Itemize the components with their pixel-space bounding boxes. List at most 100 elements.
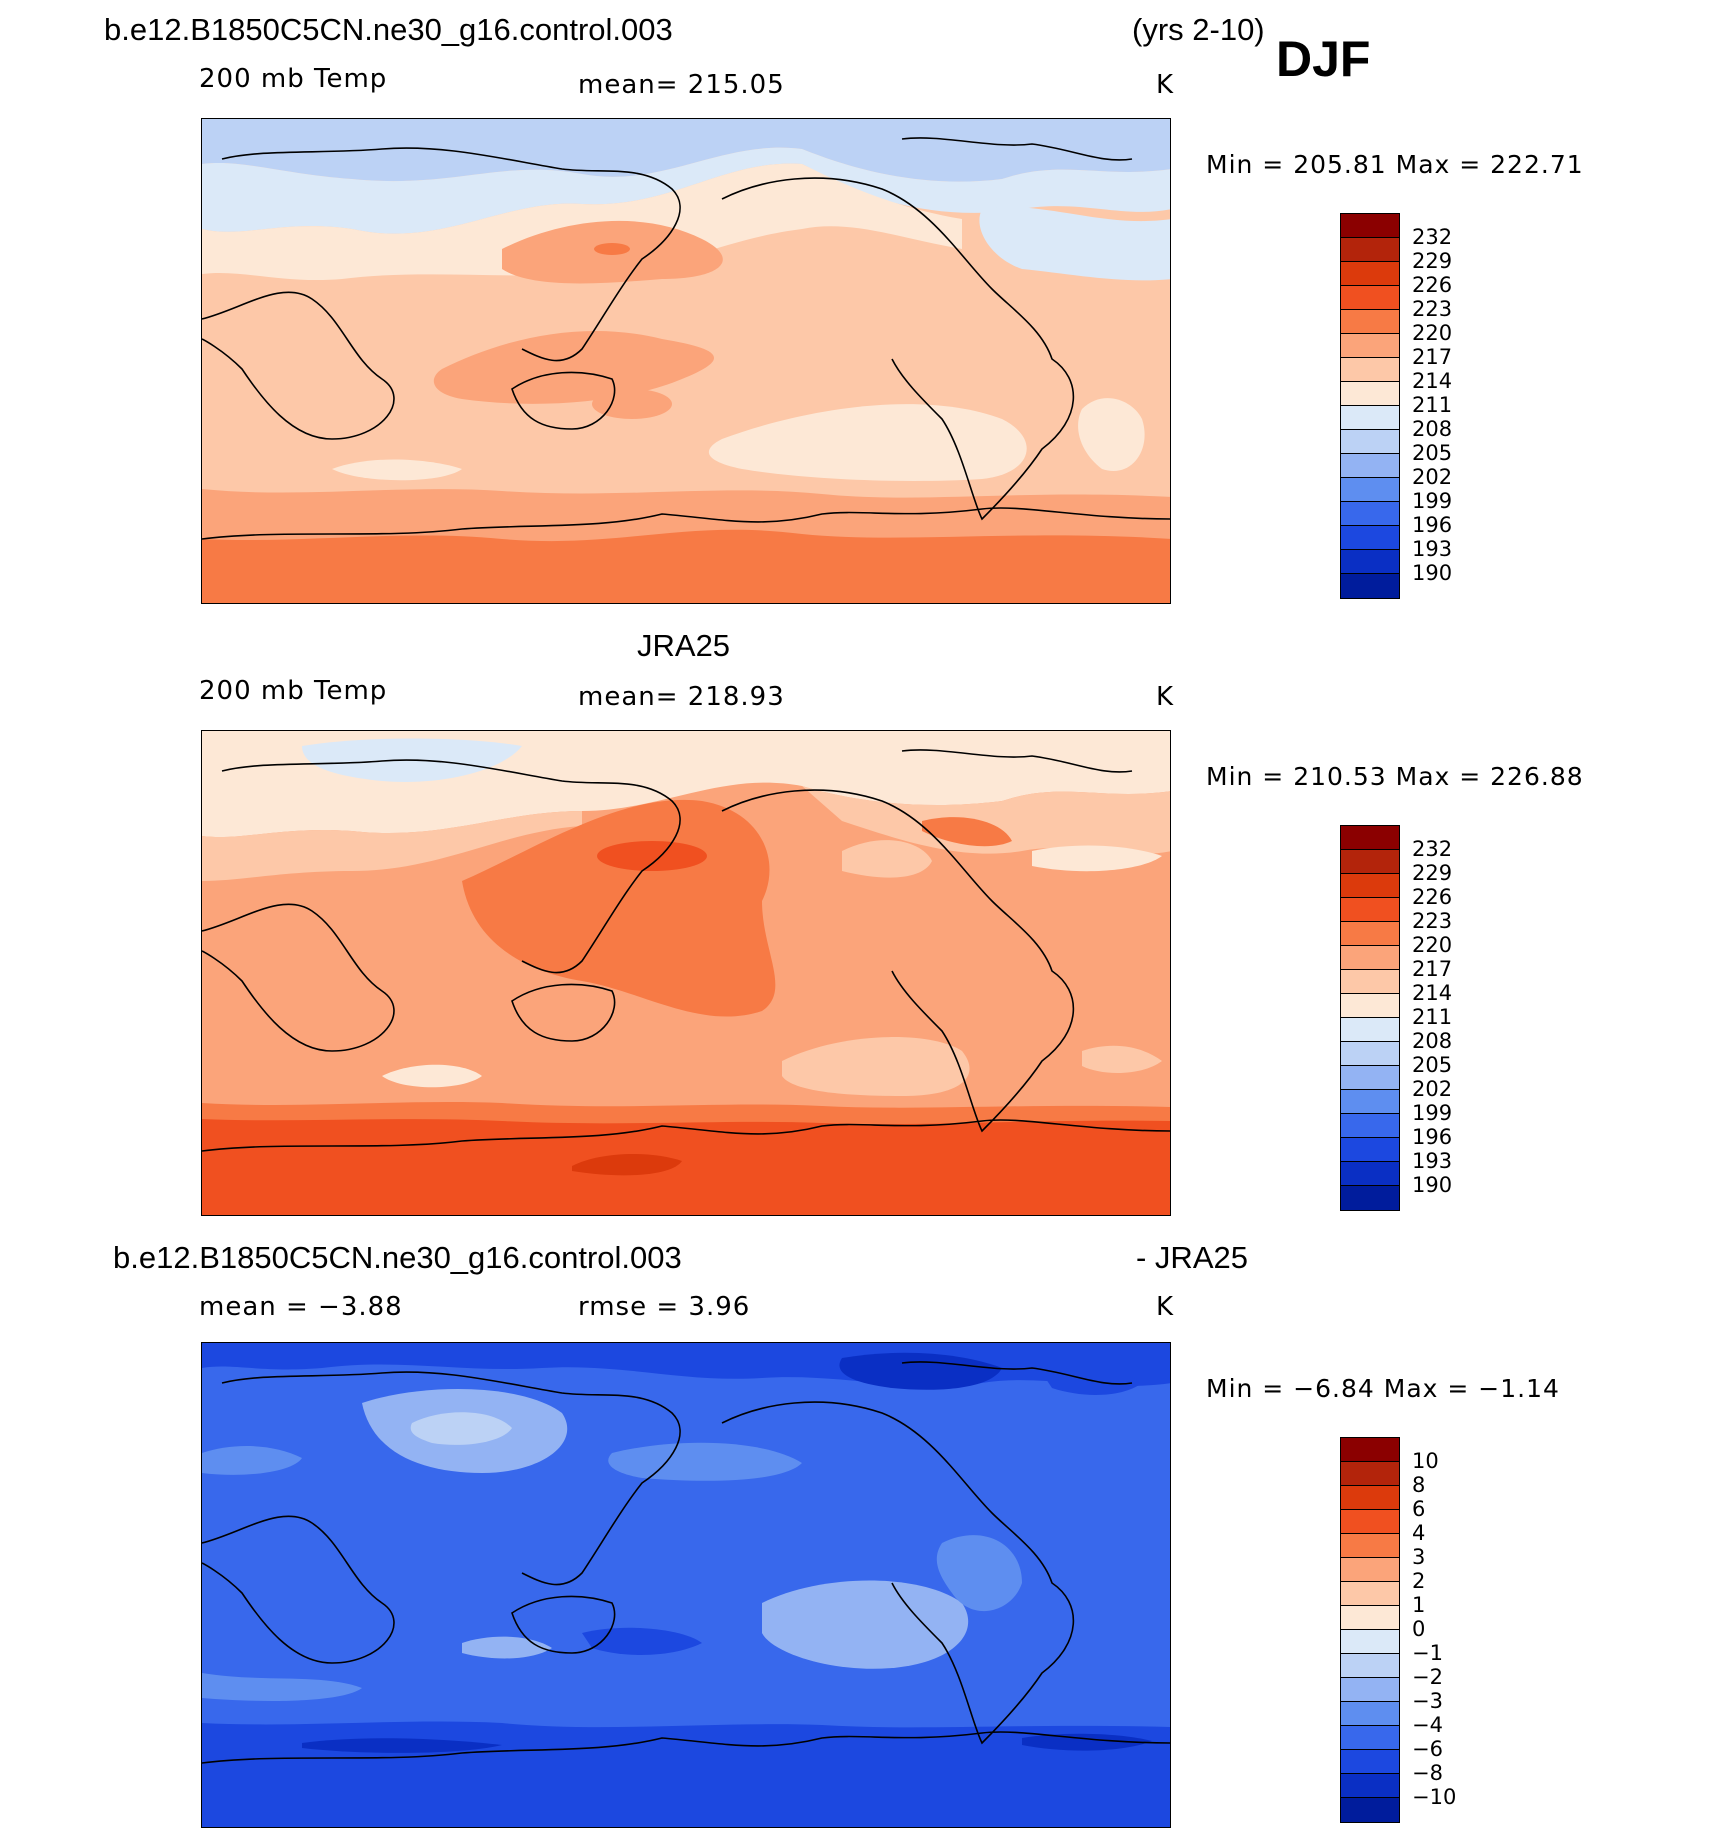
panel3-title: b.e12.B1850C5CN.ne30_g16.control.003 xyxy=(113,1240,682,1275)
cbar3-box xyxy=(1341,1726,1399,1750)
cbar1-box xyxy=(1341,286,1399,310)
panel2-mean: mean= 218.93 xyxy=(578,682,785,712)
cbar2-box xyxy=(1341,1090,1399,1114)
cbar2-box xyxy=(1341,826,1399,850)
cbar2-box xyxy=(1341,922,1399,946)
cbar3-box xyxy=(1341,1630,1399,1654)
cbar1-box xyxy=(1341,214,1399,238)
cbar1-box xyxy=(1341,526,1399,550)
cbar-label: −6 xyxy=(1412,1737,1443,1761)
cbar-label: 208 xyxy=(1412,417,1453,441)
cbar3-box xyxy=(1341,1438,1399,1462)
cbar-label: 193 xyxy=(1412,537,1453,561)
cbar1-box xyxy=(1341,478,1399,502)
panel2-minmax: Min = 210.53 Max = 226.88 xyxy=(1206,762,1584,791)
cbar-label: 226 xyxy=(1412,273,1453,297)
cbar1-box xyxy=(1341,358,1399,382)
cbar2-box xyxy=(1341,994,1399,1018)
cbar-label: 205 xyxy=(1412,441,1453,465)
season-label: DJF xyxy=(1276,31,1371,87)
cbar-label: 3 xyxy=(1412,1545,1426,1569)
panel2-map xyxy=(201,730,1171,1216)
panel3-map xyxy=(201,1342,1171,1828)
cbar-label: 214 xyxy=(1412,981,1453,1005)
cbar-label: 202 xyxy=(1412,465,1453,489)
cbar1-box xyxy=(1341,382,1399,406)
cbar-label: 10 xyxy=(1412,1449,1439,1473)
cbar-label: 220 xyxy=(1412,321,1453,345)
panel3-minmax: Min = −6.84 Max = −1.14 xyxy=(1206,1374,1560,1403)
cbar-label: −10 xyxy=(1412,1785,1457,1809)
panel1-map xyxy=(201,118,1171,604)
cbar3-box xyxy=(1341,1582,1399,1606)
cbar-label: 232 xyxy=(1412,837,1453,861)
cbar3-box xyxy=(1341,1702,1399,1726)
cbar1-box xyxy=(1341,262,1399,286)
cbar-label: 199 xyxy=(1412,489,1453,513)
cbar1-box xyxy=(1341,238,1399,262)
cbar1-box xyxy=(1341,574,1399,598)
cbar1-box xyxy=(1341,502,1399,526)
panel1-colorbar xyxy=(1340,213,1400,599)
cbar1-box xyxy=(1341,430,1399,454)
cbar2-box xyxy=(1341,1018,1399,1042)
cbar-label: −4 xyxy=(1412,1713,1443,1737)
cbar-label: 214 xyxy=(1412,369,1453,393)
cbar-label: 217 xyxy=(1412,957,1453,981)
cbar2-box xyxy=(1341,1162,1399,1186)
cbar-label: 0 xyxy=(1412,1617,1426,1641)
cbar1-box xyxy=(1341,310,1399,334)
panel1-minmax: Min = 205.81 Max = 222.71 xyxy=(1206,150,1584,179)
cbar3-box xyxy=(1341,1774,1399,1798)
cbar-label: 190 xyxy=(1412,1173,1453,1197)
panel3-colorbar xyxy=(1340,1437,1400,1823)
cbar3-box xyxy=(1341,1654,1399,1678)
cbar-label: −8 xyxy=(1412,1761,1443,1785)
cbar-label: 1 xyxy=(1412,1593,1426,1617)
cbar-label: 229 xyxy=(1412,861,1453,885)
cbar-label: 4 xyxy=(1412,1521,1426,1545)
cbar-label: 193 xyxy=(1412,1149,1453,1173)
panel3-mean: mean = −3.88 xyxy=(199,1292,403,1322)
cbar-label: 217 xyxy=(1412,345,1453,369)
cbar-label: 223 xyxy=(1412,297,1453,321)
cbar2-box xyxy=(1341,1042,1399,1066)
cbar3-box xyxy=(1341,1606,1399,1630)
cbar-label: 6 xyxy=(1412,1497,1426,1521)
cbar-label: 232 xyxy=(1412,225,1453,249)
cbar2-box xyxy=(1341,970,1399,994)
cbar-label: 229 xyxy=(1412,249,1453,273)
panel3-rmse: rmse = 3.96 xyxy=(578,1292,751,1322)
cbar-label: 220 xyxy=(1412,933,1453,957)
cbar3-box xyxy=(1341,1678,1399,1702)
cbar-label: 196 xyxy=(1412,1125,1453,1149)
cbar2-box xyxy=(1341,850,1399,874)
cbar3-box xyxy=(1341,1534,1399,1558)
cbar1-box xyxy=(1341,406,1399,430)
panel2-colorbar-labels: 232 229 226 223 220 217 214 211 208 205 … xyxy=(1412,837,1452,1197)
cbar-label: 190 xyxy=(1412,561,1453,585)
cbar2-box xyxy=(1341,946,1399,970)
cbar2-box xyxy=(1341,1138,1399,1162)
cbar-label: 199 xyxy=(1412,1101,1453,1125)
cbar1-box xyxy=(1341,454,1399,478)
panel1-units: K xyxy=(1156,70,1175,100)
years-label: (yrs 2-10) xyxy=(1132,12,1265,47)
cbar2-box xyxy=(1341,898,1399,922)
cbar-label: 8 xyxy=(1412,1473,1426,1497)
panel1-variable: 200 mb Temp xyxy=(199,64,388,94)
cbar2-box xyxy=(1341,1186,1399,1210)
cbar-label: −1 xyxy=(1412,1641,1443,1665)
cbar-label: 202 xyxy=(1412,1077,1453,1101)
cbar3-box xyxy=(1341,1510,1399,1534)
cbar-label: 226 xyxy=(1412,885,1453,909)
cbar2-box xyxy=(1341,874,1399,898)
cbar-label: 196 xyxy=(1412,513,1453,537)
cbar3-box xyxy=(1341,1750,1399,1774)
cbar-label: 211 xyxy=(1412,393,1453,417)
panel2-title: JRA25 xyxy=(637,628,731,663)
cbar1-box xyxy=(1341,334,1399,358)
cbar-label: −3 xyxy=(1412,1689,1443,1713)
panel3-colorbar-labels: 10 8 6 4 3 2 1 0 −1 −2 −3 −4 −6 −8 −10 xyxy=(1412,1449,1456,1809)
cbar-label: 2 xyxy=(1412,1569,1426,1593)
